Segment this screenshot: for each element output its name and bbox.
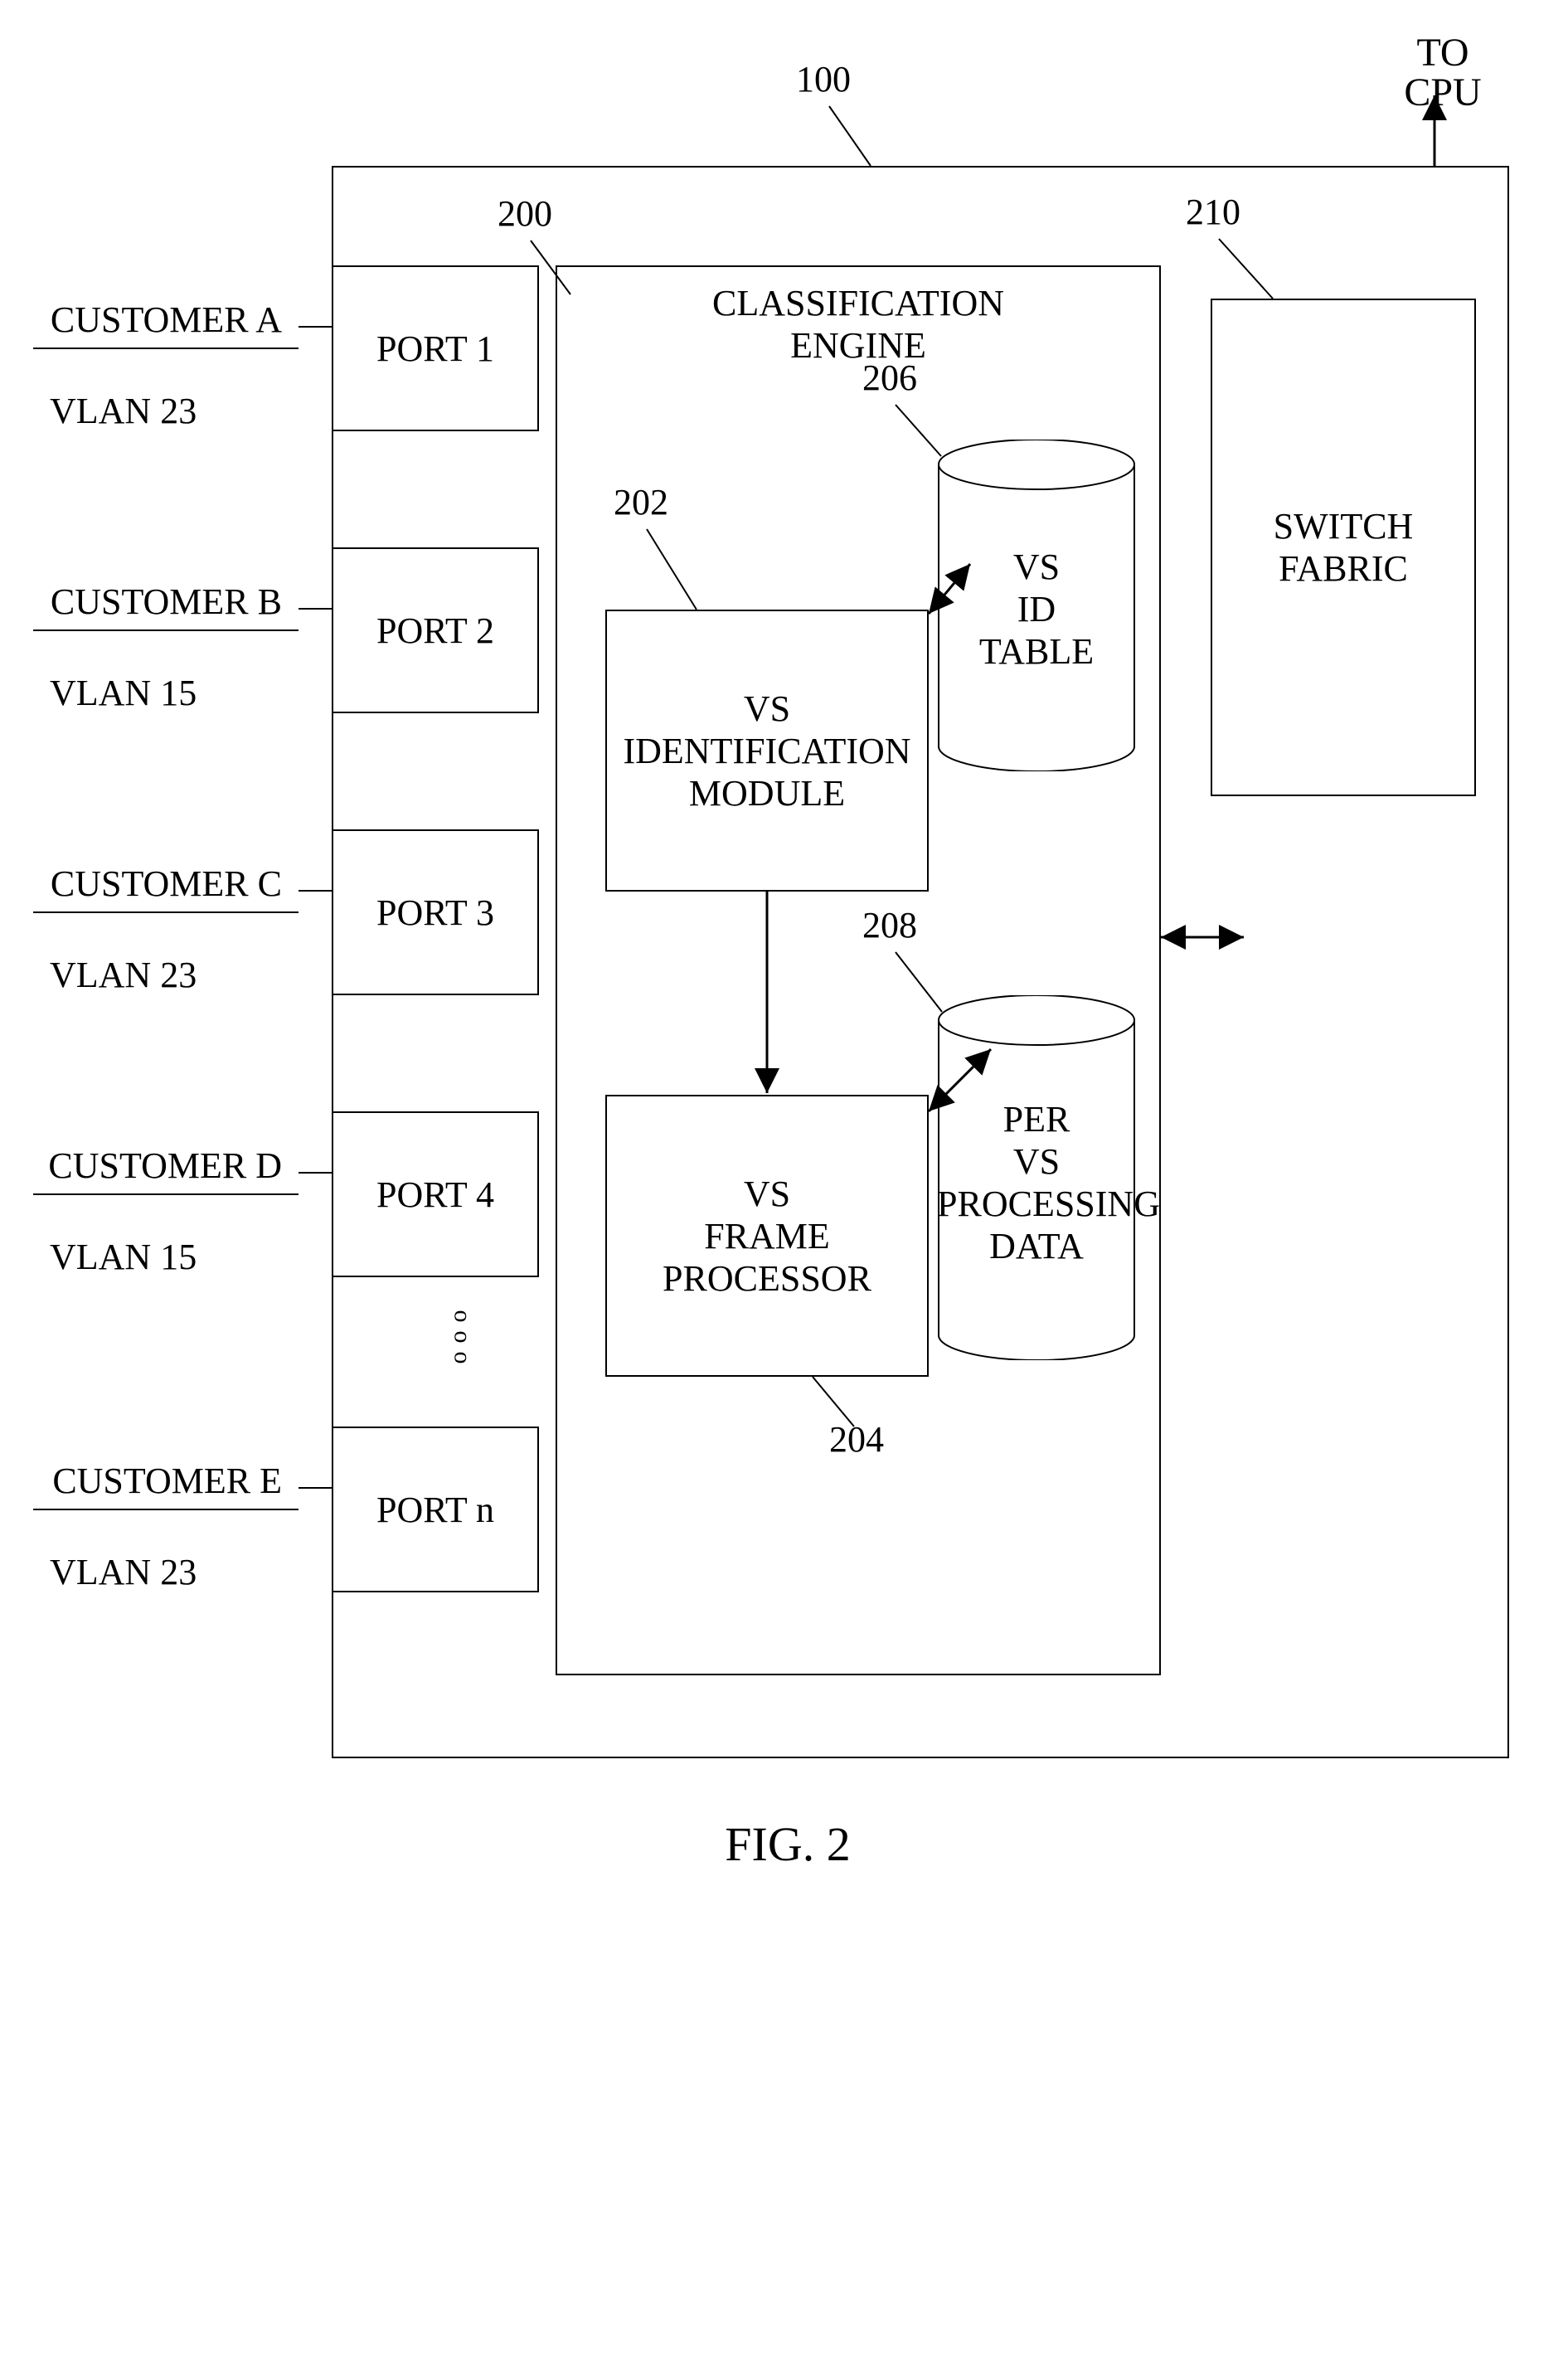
ref_206: 206: [862, 357, 917, 399]
classification-engine-title: CLASSIFICATIONENGINE: [556, 282, 1161, 367]
vs-identification-module: VSIDENTIFICATIONMODULE: [605, 610, 929, 892]
customer-label: CUSTOMER A: [33, 299, 299, 349]
ref_208: 208: [862, 904, 917, 946]
customer-label: CUSTOMER C: [33, 863, 299, 913]
ref_202: 202: [614, 481, 668, 523]
vlan-label: VLAN 23: [50, 1551, 197, 1593]
to-cpu-label: TOCPU: [1385, 33, 1501, 113]
port-box: PORT 2: [332, 547, 539, 713]
port-ellipsis: ooo: [449, 1310, 477, 1373]
customer-label: CUSTOMER D: [33, 1145, 299, 1195]
figure-label: FIG. 2: [663, 1816, 912, 1872]
ref_100: 100: [796, 58, 851, 100]
ref_210: 210: [1186, 191, 1240, 233]
ref_204: 204: [829, 1418, 884, 1461]
ref_200: 200: [498, 192, 552, 235]
customer-label: CUSTOMER E: [33, 1460, 299, 1510]
vs-frame-processor: VSFRAMEPROCESSOR: [605, 1095, 929, 1377]
vlan-label: VLAN 23: [50, 390, 197, 432]
vlan-label: VLAN 23: [50, 954, 197, 996]
port-box: PORT 1: [332, 265, 539, 431]
vlan-label: VLAN 15: [50, 1236, 197, 1278]
customer-label: CUSTOMER B: [33, 581, 299, 631]
per-vs-processing-data-label: PERVSPROCESSINGDATA: [937, 1098, 1136, 1267]
vlan-label: VLAN 15: [50, 672, 197, 714]
switch-fabric: SWITCHFABRIC: [1211, 299, 1476, 796]
port-box: PORT 3: [332, 829, 539, 995]
vs-id-table-label: VSIDTABLE: [937, 546, 1136, 673]
port-box: PORT n: [332, 1427, 539, 1592]
port-box: PORT 4: [332, 1111, 539, 1277]
